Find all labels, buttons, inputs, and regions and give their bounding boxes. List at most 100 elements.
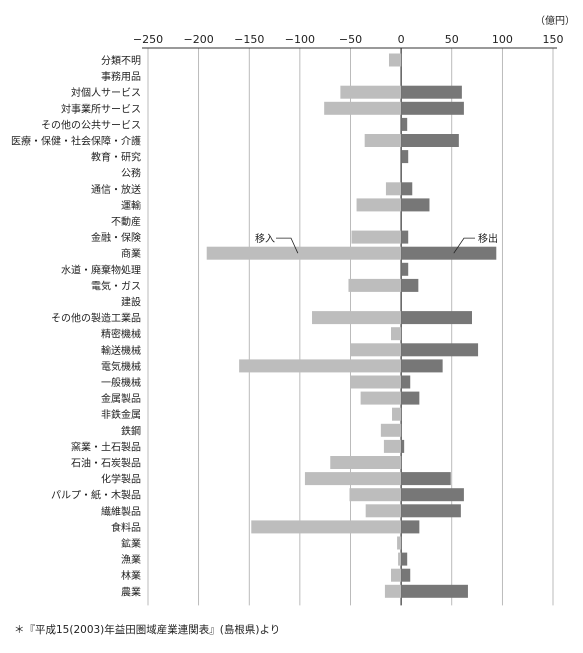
bar-export bbox=[401, 134, 459, 147]
category-label: 水道・廃棄物処理 bbox=[61, 263, 141, 276]
bar-import bbox=[385, 182, 402, 196]
bar-export bbox=[401, 182, 413, 196]
bar-import bbox=[312, 311, 402, 325]
bar-import bbox=[384, 584, 402, 598]
category-label: パルプ・紙・木製品 bbox=[51, 489, 141, 502]
bar-export bbox=[401, 278, 419, 292]
bar-import bbox=[391, 568, 402, 582]
bar-import bbox=[324, 101, 402, 115]
bar-export bbox=[401, 391, 420, 405]
bar-export bbox=[401, 488, 464, 502]
axis-layer: −250 −200 −150 −100 −50 0 50 100 150 （億円） bbox=[133, 14, 575, 49]
category-label: 食料品 bbox=[111, 521, 141, 534]
category-label: 対事業所サービス bbox=[61, 102, 141, 115]
category-label: 化学製品 bbox=[101, 473, 141, 486]
category-label: 非鉄金属 bbox=[101, 408, 141, 421]
bar-import bbox=[340, 85, 402, 99]
import-annotation: 移入 bbox=[255, 232, 275, 245]
bar-import bbox=[388, 53, 402, 67]
bar-export bbox=[401, 359, 443, 373]
category-label: 教育・研究 bbox=[91, 151, 141, 164]
bar-import bbox=[349, 488, 402, 502]
bar-import bbox=[383, 439, 402, 453]
bar-import bbox=[365, 504, 402, 518]
bar-export bbox=[401, 375, 411, 389]
bar-import bbox=[356, 198, 402, 212]
bar-export bbox=[401, 117, 408, 131]
category-label: 漁業 bbox=[121, 553, 141, 566]
bar-export bbox=[401, 246, 497, 260]
bar-export bbox=[401, 230, 409, 244]
category-label: 精密機械 bbox=[101, 328, 141, 341]
x-tick-label: 150 bbox=[543, 33, 564, 46]
category-label: 分類不明 bbox=[101, 55, 141, 67]
category-label: 鉄鋼 bbox=[121, 424, 141, 437]
bar-export bbox=[401, 584, 468, 598]
bar-export bbox=[401, 504, 461, 518]
export-leader-line bbox=[453, 237, 475, 254]
bars-layer bbox=[206, 53, 497, 598]
category-label: 金融・保険 bbox=[91, 231, 141, 244]
bar-export bbox=[401, 198, 430, 212]
category-label: 石油・石炭製品 bbox=[71, 457, 141, 470]
bar-import bbox=[360, 391, 402, 405]
category-label: 建設 bbox=[121, 296, 141, 309]
x-tick-label: 100 bbox=[492, 33, 513, 46]
annotations: 移入 移出 bbox=[255, 232, 498, 254]
bar-export bbox=[401, 85, 462, 99]
bar-import bbox=[391, 327, 402, 341]
bar-import bbox=[350, 375, 402, 389]
bar-export bbox=[401, 262, 409, 276]
bar-import bbox=[206, 246, 402, 260]
category-label: 鉱業 bbox=[121, 537, 141, 550]
x-tick-label: −100 bbox=[285, 33, 315, 46]
bar-export bbox=[401, 150, 409, 164]
category-label: 商業 bbox=[121, 247, 141, 260]
category-label: 不動産 bbox=[111, 215, 141, 228]
x-tick-label: −150 bbox=[234, 33, 264, 46]
bar-export bbox=[401, 520, 420, 534]
category-label: 電気機械 bbox=[101, 360, 141, 373]
x-tick-label: −200 bbox=[184, 33, 214, 46]
category-label: 電気・ガス bbox=[91, 279, 141, 292]
bar-import bbox=[397, 536, 402, 550]
source-footnote: ＊『平成15(2003)年益田圏域産業連関表』(島根県)より bbox=[14, 624, 281, 636]
import-leader-line bbox=[276, 237, 299, 254]
category-label: その他の公共サービス bbox=[41, 118, 141, 131]
category-label: 窯業・土石製品 bbox=[71, 440, 141, 453]
bar-chart: −250 −200 −150 −100 −50 0 50 100 150 （億円） 分類不明事務用… bbox=[11, 14, 575, 606]
category-label: 農業 bbox=[121, 585, 141, 598]
category-label: 運輸 bbox=[121, 199, 141, 212]
category-label: 金属製品 bbox=[101, 392, 141, 405]
category-label: 輸送機械 bbox=[101, 344, 141, 357]
bar-import bbox=[251, 520, 402, 534]
bar-import bbox=[351, 230, 402, 244]
x-tick-label: 0 bbox=[398, 33, 405, 46]
category-label: 医療・保健・社会保障・介護 bbox=[11, 135, 141, 148]
x-tick-label: 50 bbox=[445, 33, 459, 46]
export-annotation: 移出 bbox=[478, 232, 498, 245]
bar-import bbox=[330, 456, 402, 469]
category-label: 事務用品 bbox=[101, 70, 141, 83]
category-label: その他の製造工業品 bbox=[51, 312, 141, 325]
bar-export bbox=[401, 101, 464, 115]
category-label: 対個人サービス bbox=[71, 86, 141, 99]
category-label: 繊維製品 bbox=[101, 505, 141, 518]
category-label: 一般機械 bbox=[101, 376, 141, 389]
bar-export bbox=[401, 311, 472, 325]
category-label: 通信・放送 bbox=[91, 183, 141, 196]
bar-export bbox=[401, 552, 408, 566]
category-labels: 分類不明事務用品対個人サービス対事業所サービスその他の公共サービス医療・保健・社… bbox=[11, 55, 141, 598]
bar-import bbox=[398, 552, 402, 566]
x-tick-label: −250 bbox=[133, 33, 163, 46]
bar-export bbox=[401, 439, 405, 453]
unit-label: （億円） bbox=[535, 14, 575, 27]
bar-import bbox=[239, 359, 402, 373]
bar-import bbox=[380, 423, 402, 437]
bar-import bbox=[348, 278, 402, 292]
category-label: 林業 bbox=[121, 569, 141, 582]
bar-export bbox=[401, 568, 411, 582]
bar-import bbox=[392, 407, 402, 421]
bar-import bbox=[304, 472, 402, 486]
